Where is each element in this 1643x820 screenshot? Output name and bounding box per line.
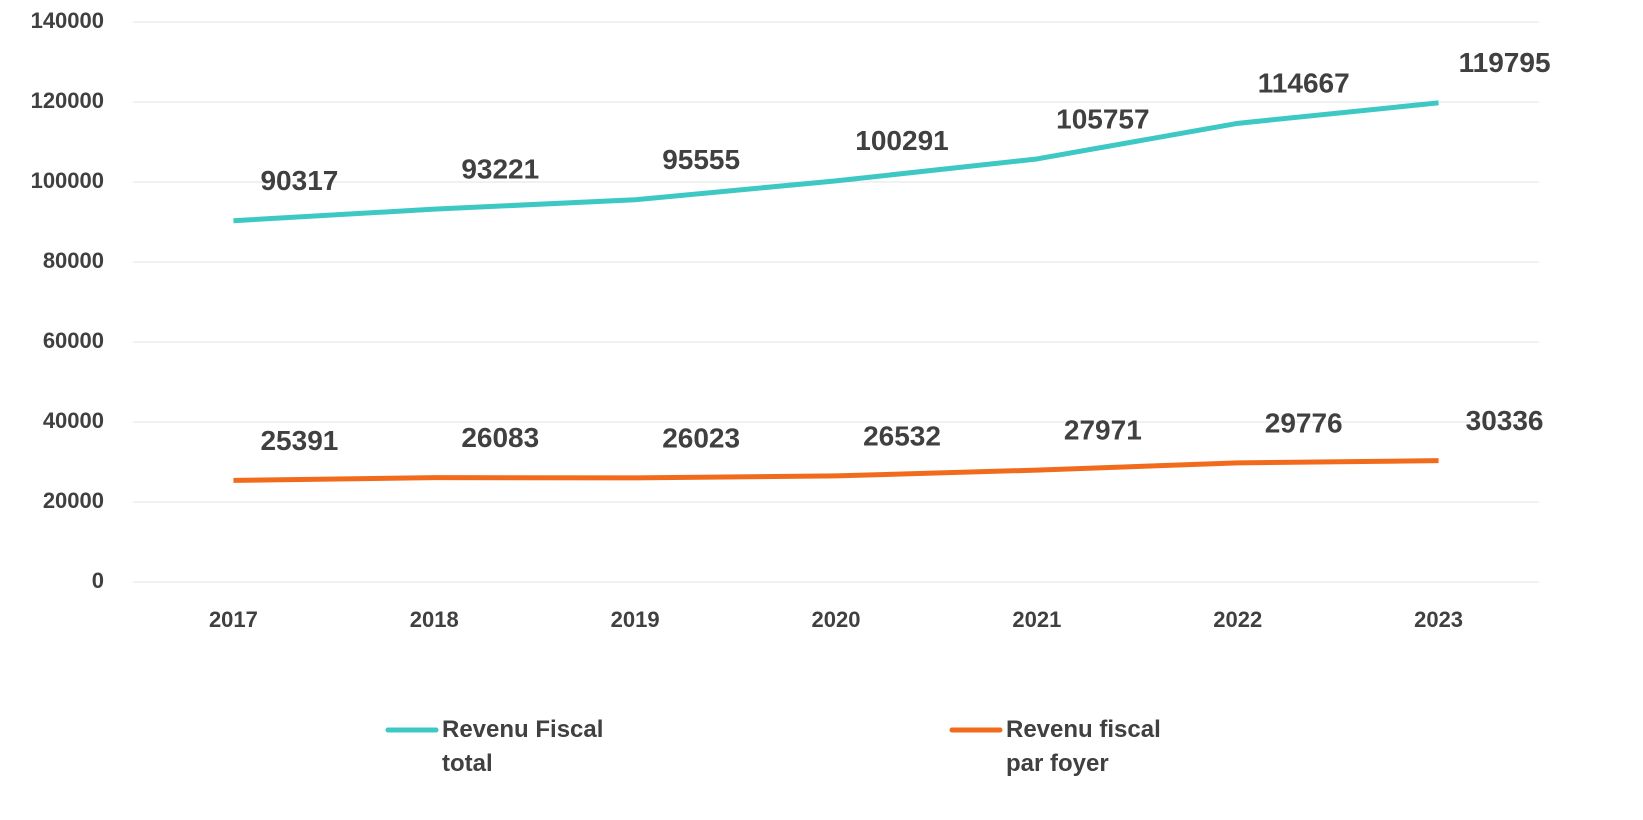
legend-label: Revenu fiscal par foyer — [1006, 716, 1161, 777]
data-label: 29776 — [1265, 407, 1343, 438]
y-tick-label: 80000 — [43, 248, 104, 273]
data-label: 119795 — [1459, 47, 1551, 78]
data-label: 105757 — [1056, 103, 1149, 134]
data-label: 26023 — [662, 422, 740, 453]
data-label: 25391 — [260, 425, 338, 456]
legend-label: Revenu Fiscal total — [442, 716, 604, 777]
data-label: 93221 — [461, 154, 539, 185]
data-label: 95555 — [662, 144, 740, 175]
y-tick-label: 100000 — [31, 168, 104, 193]
y-tick-label: 60000 — [43, 328, 104, 353]
y-tick-label: 20000 — [43, 488, 104, 513]
data-label: 30336 — [1466, 405, 1544, 436]
data-label: 26532 — [863, 420, 941, 451]
data-label: 114667 — [1258, 68, 1350, 99]
data-label: 27971 — [1064, 415, 1142, 446]
x-tick-label: 2022 — [1213, 607, 1262, 632]
x-tick-label: 2020 — [812, 607, 861, 632]
data-label: 26083 — [461, 422, 539, 453]
data-label: 90317 — [260, 165, 338, 196]
x-tick-label: 2021 — [1012, 607, 1061, 632]
series-line — [233, 100, 1439, 224]
x-tick-label: 2017 — [209, 607, 258, 632]
series-line — [233, 458, 1439, 483]
x-tick-label: 2023 — [1414, 607, 1463, 632]
x-tick-label: 2018 — [410, 607, 459, 632]
x-tick-label: 2019 — [611, 607, 660, 632]
y-tick-label: 0 — [92, 568, 104, 593]
data-label: 100291 — [855, 125, 948, 156]
y-tick-label: 120000 — [31, 88, 104, 113]
y-tick-label: 40000 — [43, 408, 104, 433]
y-tick-label: 140000 — [31, 8, 104, 33]
